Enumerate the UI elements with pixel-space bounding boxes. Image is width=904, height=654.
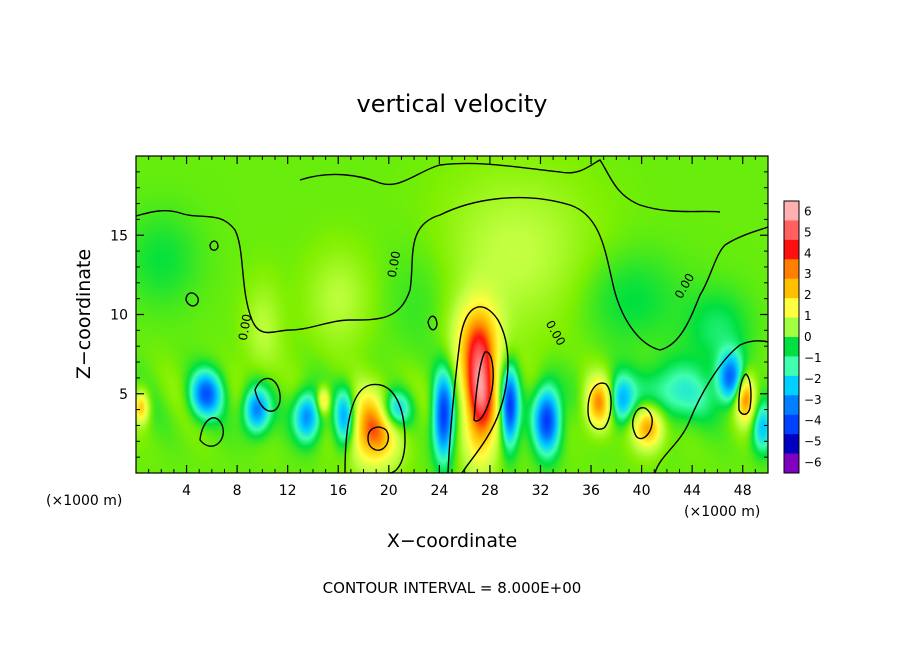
contour-label: 0.00 [385, 250, 403, 279]
contour-core-3 [738, 373, 752, 415]
velocity-field [136, 156, 768, 473]
colorbar-frame [783, 200, 800, 474]
colorbar-swatch [784, 239, 799, 260]
colorbar-tick-label: 3 [804, 267, 812, 281]
colorbar-swatch [784, 414, 799, 435]
x-tick-label: 44 [683, 483, 701, 499]
colorbar-swatch [784, 317, 799, 338]
plot-area: 0.000.00 0.000.00 [135, 155, 769, 474]
x-tick-label: 40 [633, 483, 651, 499]
colorbar-swatch [784, 453, 799, 474]
colorbar-swatch [784, 356, 799, 377]
colorbar-tick-label: −2 [804, 372, 822, 386]
colorbar: 6 5 4 3 2 1 0 −1 −2 −3 −4 −5 −6 [783, 200, 822, 474]
contour-low-2 [254, 377, 281, 412]
colorbar-tick-label: 1 [804, 309, 812, 323]
y-tick-label: 15 [110, 228, 128, 244]
x-tick-label: 32 [532, 483, 550, 499]
colorbar-swatch [784, 278, 799, 299]
colorbar-tick-label: 4 [804, 246, 812, 260]
contour-blob-2 [427, 315, 438, 331]
colorbar-swatch [784, 201, 799, 221]
colorbar-swatch [784, 259, 799, 280]
contour-interval-note: CONTOUR INTERVAL = 8.000E+00 [323, 579, 582, 597]
contour-low-3 [344, 383, 406, 474]
x-axis: 4 8 12 16 20 24 28 32 36 40 44 48 [148, 156, 769, 499]
contour-label: 0.00 [236, 313, 254, 342]
x-tick-label: 4 [182, 483, 191, 499]
contour-label-text: 0.00 [236, 313, 254, 342]
colorbar-tick-label: −3 [804, 393, 822, 407]
colorbar-tick-label: −6 [804, 456, 822, 470]
contour-cell-40 [631, 407, 653, 440]
x-unit-label: (×1000 m) [684, 504, 760, 520]
contour-top-band [299, 159, 721, 213]
colorbar-swatch [784, 434, 799, 455]
x-tick-label: 16 [329, 483, 347, 499]
x-tick-label: 48 [734, 483, 752, 499]
y-axis-label: Z−coordinate [73, 249, 95, 379]
x-tick-label: 24 [430, 483, 448, 499]
contour-updraft-main [447, 306, 509, 474]
contour-upper-boundary [135, 196, 769, 351]
y-tick-label: 5 [119, 387, 128, 403]
colorbar-swatch [784, 395, 799, 416]
contour-blob-1 [185, 292, 199, 307]
contour-label-text: 0.00 [385, 250, 403, 279]
contour-low-1 [199, 417, 224, 447]
colorbar-swatch [784, 220, 799, 241]
x-axis-label: X−coordinate [387, 530, 517, 552]
colorbar-swatch [784, 375, 799, 396]
x-tick-label: 28 [481, 483, 499, 499]
colorbar-tick-label: −4 [804, 414, 822, 428]
contour-cell-36 [587, 382, 612, 430]
x-tick-label: 36 [582, 483, 600, 499]
colorbar-tick-label: 0 [804, 330, 812, 344]
colorbar-tick-label: −5 [804, 435, 822, 449]
x-tick-label: 8 [233, 483, 242, 499]
contour-lower-right [654, 340, 769, 474]
colorbar-tick-label: 5 [804, 225, 812, 239]
contour-core-2 [473, 351, 494, 422]
contour-core-1 [367, 426, 390, 451]
y-tick-label: 10 [110, 308, 128, 324]
y-unit-label: (×1000 m) [46, 493, 122, 509]
x-tick-label: 12 [279, 483, 297, 499]
colorbar-swatch [784, 337, 799, 357]
chart-title: vertical velocity [357, 90, 548, 118]
colorbar-tick-label: 2 [804, 288, 812, 302]
contour-blob-3 [209, 240, 219, 251]
colorbar-tick-label: 6 [804, 204, 812, 218]
x-tick-label: 20 [380, 483, 398, 499]
y-axis: 5 10 15 [110, 171, 768, 458]
colorbar-tick-label: −1 [804, 351, 822, 365]
zero-contours [135, 159, 769, 474]
colorbar-swatch [784, 298, 799, 319]
